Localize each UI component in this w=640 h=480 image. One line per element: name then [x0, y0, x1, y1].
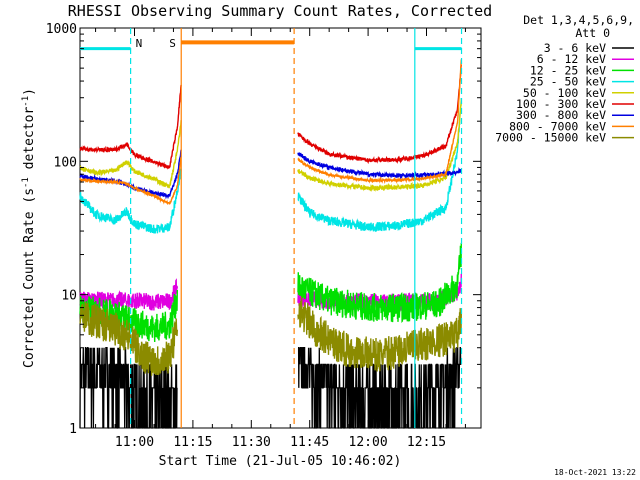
- legend-label: 50 - 100 keV: [523, 86, 606, 100]
- series-line: [79, 98, 462, 192]
- x-tick-label: 11:15: [173, 435, 212, 450]
- series-line: [79, 296, 462, 376]
- legend-header-line-1: Det 1,3,4,5,6,9,: [523, 13, 634, 27]
- y-tick-label: 1: [69, 422, 77, 437]
- legend-label: 25 - 50 keV: [530, 75, 606, 89]
- plot-frame: [79, 27, 482, 429]
- legend-label: 3 - 6 keV: [544, 41, 606, 55]
- y-axis-label: Corrected Count Rate (s-1 detector-1): [21, 88, 37, 368]
- y-axis-ticks: 1 10 100 1000: [46, 22, 481, 437]
- legend-label: 6 - 12 keV: [537, 52, 606, 66]
- event-marker-label: N: [136, 37, 143, 50]
- chart-title: RHESSI Observing Summary Count Rates, Co…: [68, 2, 492, 20]
- series-line: [79, 242, 462, 343]
- x-axis-ticks: 11:00 11:15 11:30 11:45 12:00 12:15: [95, 28, 466, 450]
- timestamp: 18-Oct-2021 13:22: [554, 468, 636, 477]
- series-line: [79, 97, 462, 234]
- x-tick-label: 12:00: [349, 435, 388, 450]
- y-tick-label: 1000: [46, 22, 77, 37]
- legend-header-line-2: Att 0: [575, 26, 610, 40]
- series-line: [79, 64, 462, 170]
- legend-label: 300 - 800 keV: [516, 108, 606, 122]
- y-tick-label: 10: [61, 289, 77, 304]
- legend-label: 12 - 25 keV: [530, 63, 606, 77]
- legend-label: 100 - 300 keV: [516, 97, 606, 111]
- y-tick-label: 100: [54, 155, 77, 170]
- event-marker-label: S: [169, 37, 176, 50]
- x-tick-label: 11:30: [232, 435, 271, 450]
- legend-label: 800 - 7000 keV: [509, 119, 606, 133]
- x-tick-label: 11:00: [115, 435, 154, 450]
- legend-label: 7000 - 15000 keV: [495, 131, 606, 145]
- x-axis-label: Start Time (21-Jul-05 10:46:02): [159, 454, 402, 469]
- x-tick-label: 12:15: [407, 435, 446, 450]
- x-tick-label: 11:45: [290, 435, 329, 450]
- series-line: [79, 347, 462, 429]
- series-line: [79, 59, 462, 206]
